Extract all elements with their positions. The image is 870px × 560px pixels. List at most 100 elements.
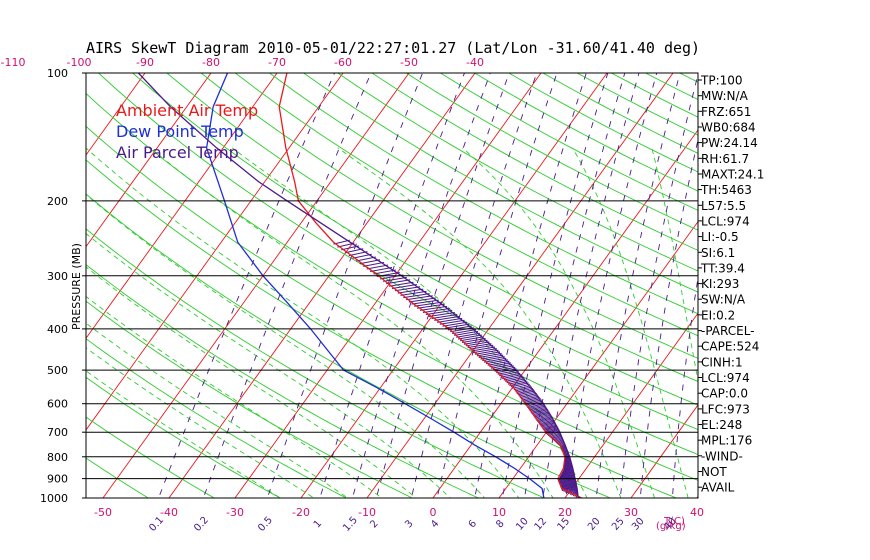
cape-hatch-layer — [333, 239, 579, 498]
legend-entry-2: Dew Point Temp — [116, 122, 244, 141]
isotherm-line — [823, 54, 870, 507]
cape-hatch-mark — [563, 463, 573, 469]
cape-hatch-mark — [532, 410, 549, 416]
cape-hatch-mark — [534, 413, 552, 419]
right-panel-item: CAP:0.0 — [701, 387, 748, 401]
pressure-tick-label: 1000 — [40, 492, 68, 505]
mixing-ratio-line — [565, 73, 658, 498]
frame-layer — [82, 72, 699, 499]
dry-adiabat-line — [302, 73, 698, 293]
top-temp-tick-label: -60 — [334, 56, 352, 69]
cape-hatch-mark — [564, 458, 571, 464]
cape-hatch-mark — [487, 360, 510, 366]
cape-hatch-mark — [539, 420, 555, 426]
legend-entry-3: Air Parcel Temp — [116, 143, 239, 162]
cape-hatch-mark — [545, 429, 560, 435]
mixing-ratio-tick-label: 6 — [467, 518, 479, 530]
mixing-ratio-line — [351, 73, 491, 498]
text-layer: AIRS SkewT Diagram 2010-05-01/22:27:01.2… — [1, 39, 765, 534]
cape-hatch-mark — [559, 473, 575, 479]
cape-hatch-mark — [560, 482, 577, 488]
mixing-ratio-line — [639, 137, 698, 498]
cape-hatch-mark — [531, 409, 549, 414]
cape-hatch-mark — [563, 464, 573, 470]
dry-adiabat-line — [86, 159, 678, 498]
cape-hatch-mark — [563, 461, 572, 467]
cape-hatch-mark — [370, 267, 393, 272]
bottom-temp-tick-label: 10 — [492, 506, 506, 519]
cape-hatch-mark — [434, 315, 460, 321]
cape-hatch-mark — [431, 314, 458, 319]
cape-hatch-mark — [482, 356, 505, 362]
cape-hatch-mark — [525, 400, 543, 406]
cape-hatch-mark — [561, 484, 577, 490]
cape-hatch-mark — [521, 395, 540, 401]
right-panel-item: TH:5463 — [700, 183, 752, 197]
isotherm-line — [86, 73, 344, 431]
mixing-ratio-tick-label: 20 — [586, 516, 603, 533]
right-panel-item: PW:24.14 — [701, 136, 758, 150]
cape-hatch-mark — [515, 387, 534, 393]
right-panel-item: NOT — [701, 465, 727, 479]
cape-hatch-mark — [563, 462, 573, 468]
cape-hatch-mark — [540, 421, 556, 427]
cape-hatch-mark — [518, 391, 537, 397]
mixing-ratio-tick-label: 3 — [403, 518, 415, 530]
right-panel-item: MPL:176 — [701, 434, 752, 448]
cape-hatch-mark — [505, 376, 525, 382]
cape-hatch-mark — [496, 368, 517, 374]
dry-adiabat-line — [86, 457, 150, 498]
dry-adiabat-line — [200, 73, 698, 359]
cape-hatch-mark — [516, 389, 535, 395]
right-panel-item: EI:0.2 — [701, 308, 735, 322]
right-panel-item: CAPE:524 — [701, 340, 759, 354]
bottom-temp-tick-label: -30 — [226, 506, 244, 519]
bottom-temp-tick-label: -50 — [94, 506, 112, 519]
cape-hatch-mark — [520, 394, 539, 400]
mixing-ratio-line — [474, 73, 587, 498]
cape-hatch-mark — [519, 393, 538, 398]
moist-adiabat-line — [231, 147, 588, 498]
right-panel-item: EL:248 — [701, 418, 742, 432]
isotherm-line — [86, 73, 212, 248]
dry-adiabat-line — [542, 73, 698, 154]
isotherm-line — [432, 129, 698, 498]
cape-hatch-mark — [439, 319, 465, 325]
moist-adiabat-line — [149, 147, 554, 498]
cape-hatch-mark — [480, 354, 504, 360]
dry-adiabat-line — [132, 73, 698, 406]
isotherm-line — [630, 404, 698, 498]
right-panel-item: -PARCEL- — [701, 324, 755, 338]
cape-hatch-mark — [408, 297, 436, 303]
mixing-ratio-tick-label: 1 — [312, 518, 324, 530]
cape-hatch-mark — [478, 353, 502, 358]
cape-hatch-mark — [563, 462, 572, 467]
mixing-ratio-line — [410, 73, 538, 498]
cape-hatch-mark — [558, 474, 575, 479]
mixing-ratio-tick-label: 8 — [494, 518, 506, 530]
mixing-ratio-tick-label: 4 — [429, 518, 441, 530]
pressure-tick-label: 200 — [47, 195, 68, 208]
cape-hatch-mark — [471, 346, 496, 352]
series-line-2 — [205, 73, 545, 498]
mixing-ratio-line — [595, 73, 681, 498]
mixing-unit-label: (g/kg) — [656, 521, 686, 532]
temp-unit-label: T(C) — [663, 516, 685, 527]
right-panel-item: MW:N/A — [701, 89, 749, 103]
right-panel-item: AVAIL — [701, 481, 735, 495]
legend-entry-1: Ambient Air Temp — [116, 101, 258, 120]
bottom-temp-tick-label: 40 — [690, 506, 704, 519]
cape-hatch-mark — [465, 341, 490, 347]
cape-hatch-mark — [560, 471, 575, 477]
moist-adiabat-line — [86, 232, 451, 498]
cape-hatch-mark — [473, 348, 497, 354]
cape-hatch-mark — [523, 398, 541, 404]
pressure-tick-label: 700 — [47, 426, 68, 439]
cape-hatch-mark — [571, 490, 578, 496]
right-panel-item: FRZ:651 — [701, 105, 751, 119]
mixing-ratio-line — [501, 73, 609, 498]
isotherm-line — [168, 73, 476, 498]
dry-adiabat-line — [86, 300, 414, 498]
cape-hatch-mark — [502, 374, 522, 380]
